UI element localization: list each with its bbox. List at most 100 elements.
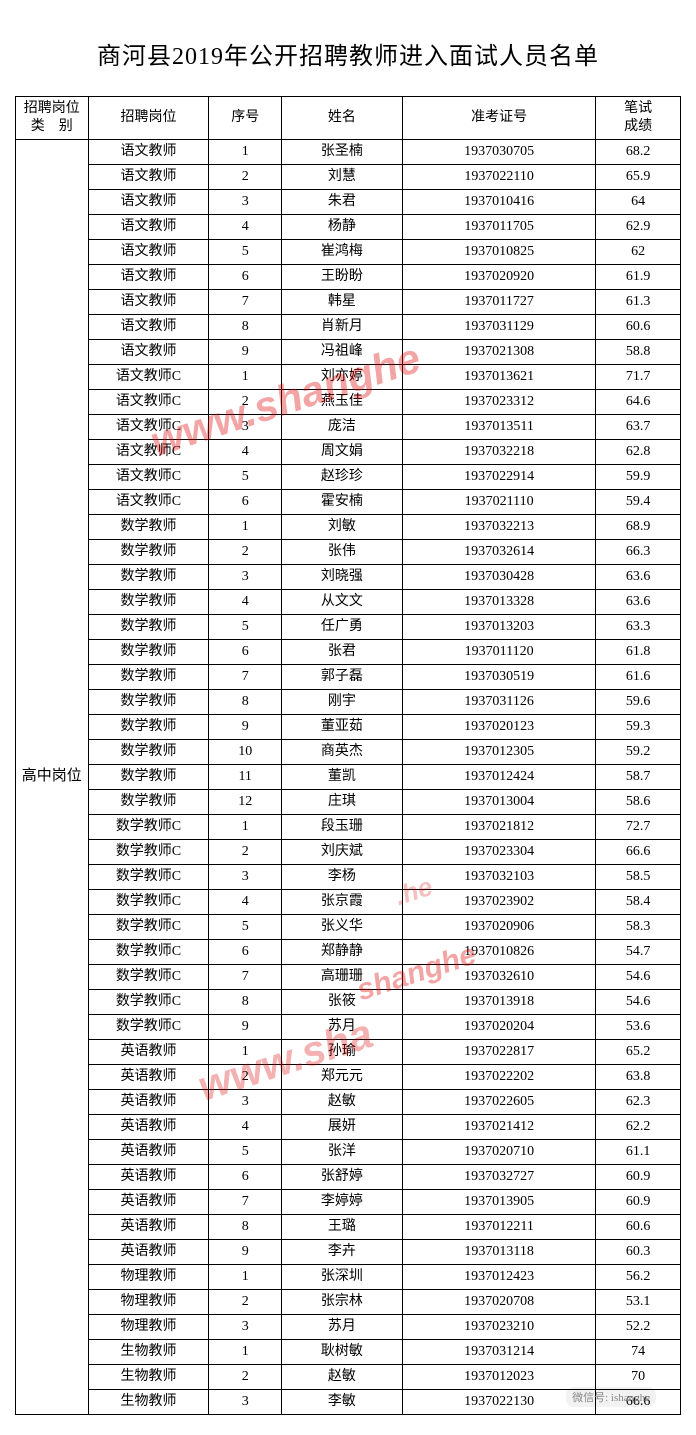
cell-exam-id: 1937032103	[402, 865, 595, 890]
cell-no: 7	[209, 290, 282, 315]
cell-name: 从文文	[281, 590, 402, 615]
cell-position: 语文教师	[88, 290, 209, 315]
cell-score: 54.6	[596, 965, 681, 990]
cell-no: 3	[209, 1315, 282, 1340]
cell-score: 58.8	[596, 340, 681, 365]
cell-name: 庄琪	[281, 790, 402, 815]
cell-score: 71.7	[596, 365, 681, 390]
cell-no: 2	[209, 1365, 282, 1390]
cell-position: 数学教师	[88, 790, 209, 815]
cell-position: 数学教师C	[88, 965, 209, 990]
cell-exam-id: 1937012023	[402, 1365, 595, 1390]
cell-name: 赵敏	[281, 1090, 402, 1115]
table-row: 数学教师8刚宇193703112659.6	[16, 690, 681, 715]
cell-exam-id: 1937013918	[402, 990, 595, 1015]
cell-no: 4	[209, 215, 282, 240]
cell-score: 53.1	[596, 1290, 681, 1315]
cell-exam-id: 1937011705	[402, 215, 595, 240]
cell-exam-id: 1937010826	[402, 940, 595, 965]
cell-position: 语文教师	[88, 340, 209, 365]
cell-exam-id: 1937022817	[402, 1040, 595, 1065]
cell-name: 任广勇	[281, 615, 402, 640]
cell-no: 7	[209, 1190, 282, 1215]
table-row: 语文教师4杨静193701170562.9	[16, 215, 681, 240]
header-exam-id: 准考证号	[402, 97, 595, 140]
cell-name: 赵珍珍	[281, 465, 402, 490]
cell-score: 74	[596, 1340, 681, 1365]
cell-name: 刘慧	[281, 165, 402, 190]
table-row: 英语教师9李卉193701311860.3	[16, 1240, 681, 1265]
table-row: 高中岗位语文教师1张圣楠193703070568.2	[16, 140, 681, 165]
cell-name: 张伟	[281, 540, 402, 565]
table-row: 英语教师4展妍193702141262.2	[16, 1115, 681, 1140]
cell-score: 65.9	[596, 165, 681, 190]
cell-no: 3	[209, 415, 282, 440]
cell-exam-id: 1937031126	[402, 690, 595, 715]
cell-no: 1	[209, 1265, 282, 1290]
cell-exam-id: 1937013203	[402, 615, 595, 640]
cell-score: 58.6	[596, 790, 681, 815]
cell-name: 耿树敏	[281, 1340, 402, 1365]
cell-no: 4	[209, 890, 282, 915]
cell-score: 62.3	[596, 1090, 681, 1115]
cell-score: 56.2	[596, 1265, 681, 1290]
cell-name: 郭子磊	[281, 665, 402, 690]
table-row: 语文教师C3庞洁193701351163.7	[16, 415, 681, 440]
cell-name: 孙瑜	[281, 1040, 402, 1065]
table-header-row: 招聘岗位类 别 招聘岗位 序号 姓名 准考证号 笔试成绩	[16, 97, 681, 140]
cell-name: 刘庆斌	[281, 840, 402, 865]
table-row: 英语教师3赵敏193702260562.3	[16, 1090, 681, 1115]
cell-position: 数学教师	[88, 740, 209, 765]
cell-score: 58.4	[596, 890, 681, 915]
cell-position: 数学教师C	[88, 915, 209, 940]
cell-position: 语文教师	[88, 215, 209, 240]
cell-no: 12	[209, 790, 282, 815]
cell-position: 语文教师	[88, 265, 209, 290]
cell-position: 英语教师	[88, 1090, 209, 1115]
table-row: 语文教师C4周文娟193703221862.8	[16, 440, 681, 465]
cell-exam-id: 1937032727	[402, 1165, 595, 1190]
cell-position: 数学教师C	[88, 890, 209, 915]
cell-position: 语文教师C	[88, 440, 209, 465]
cell-no: 2	[209, 840, 282, 865]
cell-exam-id: 1937012211	[402, 1215, 595, 1240]
table-row: 英语教师6张舒婷193703272760.9	[16, 1165, 681, 1190]
cell-no: 1	[209, 140, 282, 165]
cell-no: 4	[209, 440, 282, 465]
cell-position: 数学教师	[88, 765, 209, 790]
cell-no: 3	[209, 865, 282, 890]
cell-exam-id: 1937013004	[402, 790, 595, 815]
table-row: 数学教师1刘敏193703221368.9	[16, 515, 681, 540]
table-row: 数学教师C3李杨193703210358.5	[16, 865, 681, 890]
cell-exam-id: 1937012423	[402, 1265, 595, 1290]
cell-exam-id: 1937022914	[402, 465, 595, 490]
cell-position: 数学教师	[88, 615, 209, 640]
cell-position: 语文教师	[88, 140, 209, 165]
cell-score: 68.2	[596, 140, 681, 165]
cell-exam-id: 1937030428	[402, 565, 595, 590]
cell-exam-id: 1937021110	[402, 490, 595, 515]
table-row: 数学教师4从文文193701332863.6	[16, 590, 681, 615]
table-row: 数学教师9董亚茹193702012359.3	[16, 715, 681, 740]
cell-no: 9	[209, 1240, 282, 1265]
cell-name: 张筱	[281, 990, 402, 1015]
cell-exam-id: 1937023312	[402, 390, 595, 415]
cell-exam-id: 1937013905	[402, 1190, 595, 1215]
cell-position: 语文教师	[88, 190, 209, 215]
cell-name: 张圣楠	[281, 140, 402, 165]
cell-exam-id: 1937021412	[402, 1115, 595, 1140]
cell-name: 燕玉佳	[281, 390, 402, 415]
table-row: 语文教师C5赵珍珍193702291459.9	[16, 465, 681, 490]
cell-name: 周文娟	[281, 440, 402, 465]
cell-no: 6	[209, 640, 282, 665]
cell-no: 8	[209, 690, 282, 715]
table-row: 英语教师1孙瑜193702281765.2	[16, 1040, 681, 1065]
cell-position: 数学教师C	[88, 865, 209, 890]
cell-exam-id: 1937021812	[402, 815, 595, 840]
cell-no: 9	[209, 1015, 282, 1040]
cell-score: 60.6	[596, 1215, 681, 1240]
cell-score: 60.3	[596, 1240, 681, 1265]
header-score: 笔试成绩	[596, 97, 681, 140]
cell-score: 63.6	[596, 590, 681, 615]
cell-exam-id: 1937020906	[402, 915, 595, 940]
